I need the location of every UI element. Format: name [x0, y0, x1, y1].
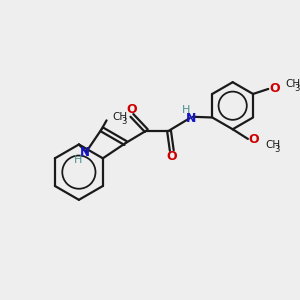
Text: O: O — [127, 103, 137, 116]
Text: N: N — [186, 112, 196, 125]
Text: O: O — [167, 150, 177, 163]
Text: CH: CH — [113, 112, 128, 122]
Text: CH: CH — [285, 79, 300, 89]
Text: 3: 3 — [294, 84, 300, 93]
Text: 3: 3 — [274, 145, 279, 154]
Text: CH: CH — [265, 140, 280, 150]
Text: O: O — [269, 82, 280, 95]
Text: H: H — [74, 155, 82, 165]
Text: 3: 3 — [122, 117, 127, 126]
Text: N: N — [80, 146, 90, 159]
Text: O: O — [249, 133, 259, 146]
Text: H: H — [182, 105, 190, 116]
